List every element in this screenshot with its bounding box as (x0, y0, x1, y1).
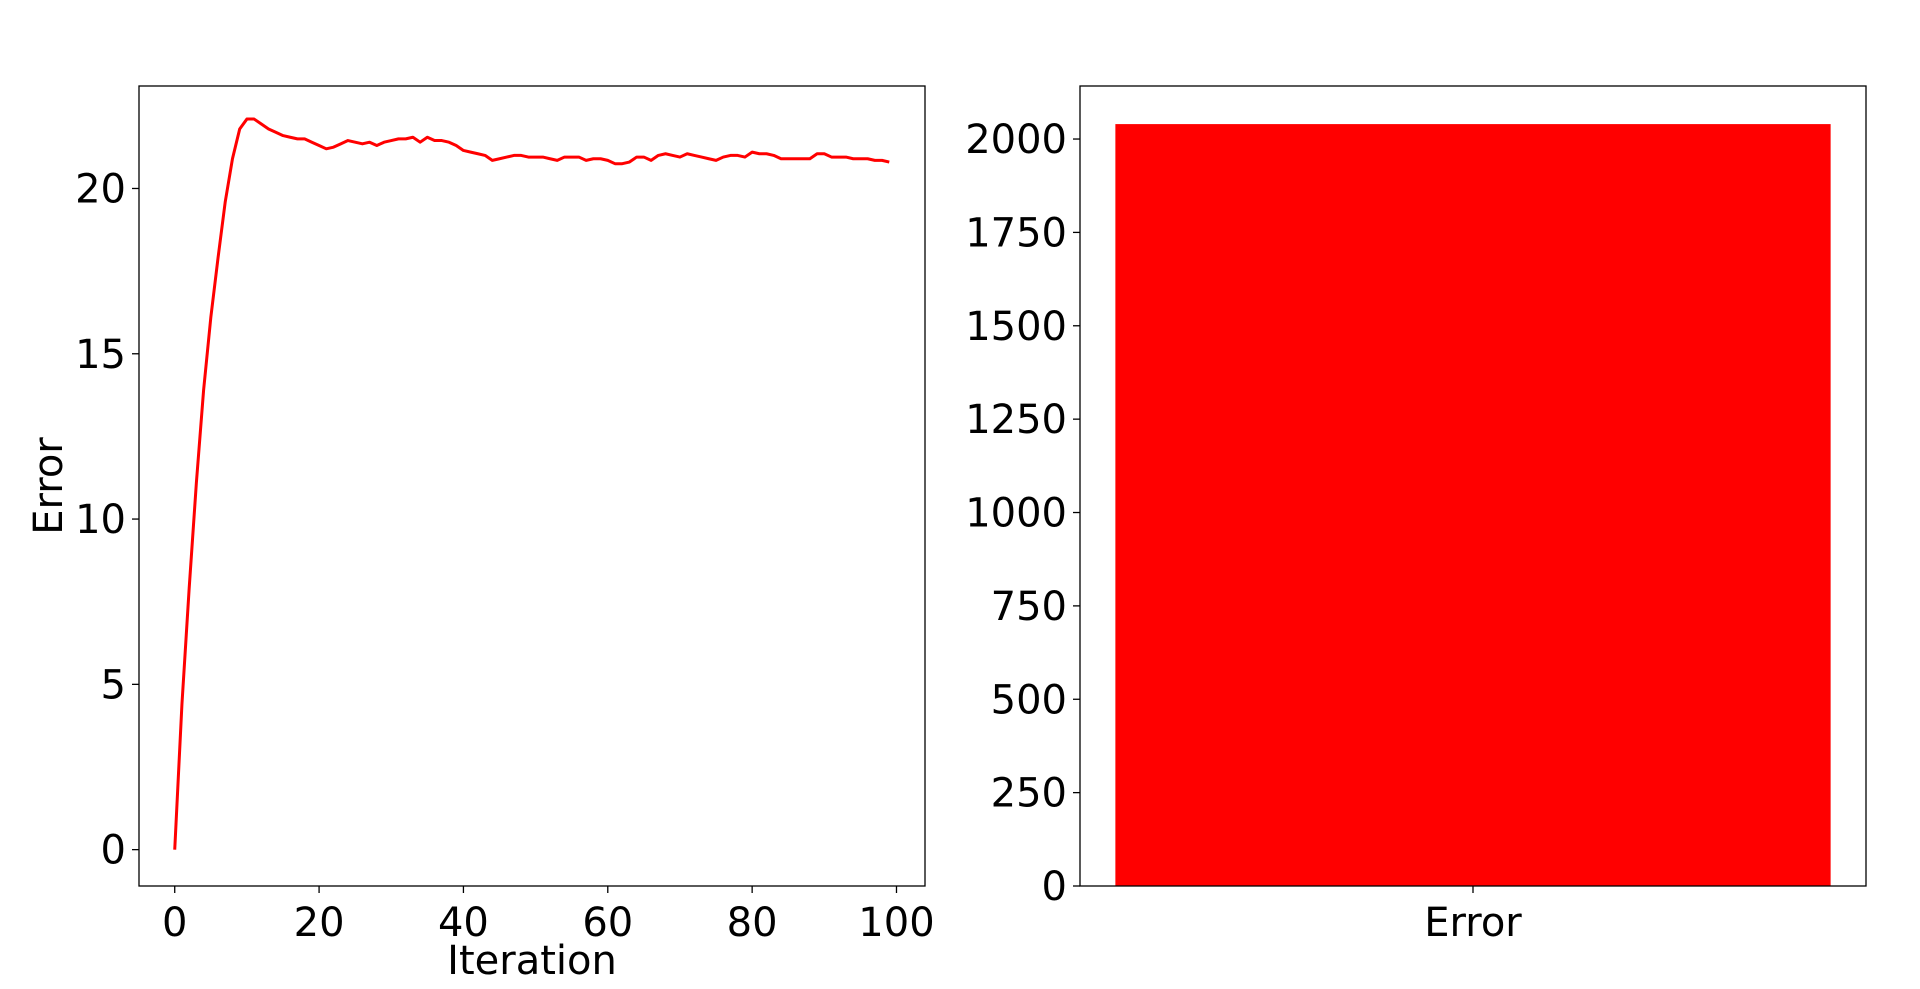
y-tick-label: 0 (1042, 864, 1067, 910)
y-tick-label: 5 (101, 662, 126, 708)
y-tick-label: 1500 (965, 304, 1067, 350)
y-tick-label: 2000 (965, 117, 1067, 163)
x-tick-label: 40 (438, 900, 489, 946)
plot-frame (138, 85, 926, 887)
y-tick-label: 20 (75, 166, 126, 212)
y-tick-label: 1250 (965, 397, 1067, 443)
y-tick-label: 15 (75, 332, 126, 378)
y-tick-label: 1750 (965, 210, 1067, 256)
x-tick-label: 20 (294, 900, 345, 946)
y-axis-label: Error (26, 437, 72, 535)
x-tick-label: 0 (162, 900, 187, 946)
x-tick-label: 60 (582, 900, 633, 946)
line-chart-error-vs-iteration: 0 20 40 60 80 100 0 5 10 15 20 Iteration Error (26, 85, 935, 984)
y-tick-label: 10 (75, 497, 126, 543)
y-tick-label: 1000 (965, 491, 1067, 537)
bar-0 (1115, 124, 1831, 887)
series-line-0 (173, 117, 890, 850)
y-tick-label: 0 (101, 828, 126, 874)
y-tick-label: 250 (991, 771, 1067, 817)
y-tick-label: 750 (991, 584, 1067, 630)
x-tick-label: 100 (858, 900, 934, 946)
x-axis-label: Iteration (447, 938, 617, 984)
plot-frame (1079, 85, 1867, 887)
x-tick-label: Error (1424, 900, 1522, 946)
bar-chart-error: Error 0 250 500 750 1000 1250 1500 1750 2000 (965, 85, 1867, 946)
y-tick-label: 500 (991, 677, 1067, 723)
x-tick-label: 80 (727, 900, 778, 946)
